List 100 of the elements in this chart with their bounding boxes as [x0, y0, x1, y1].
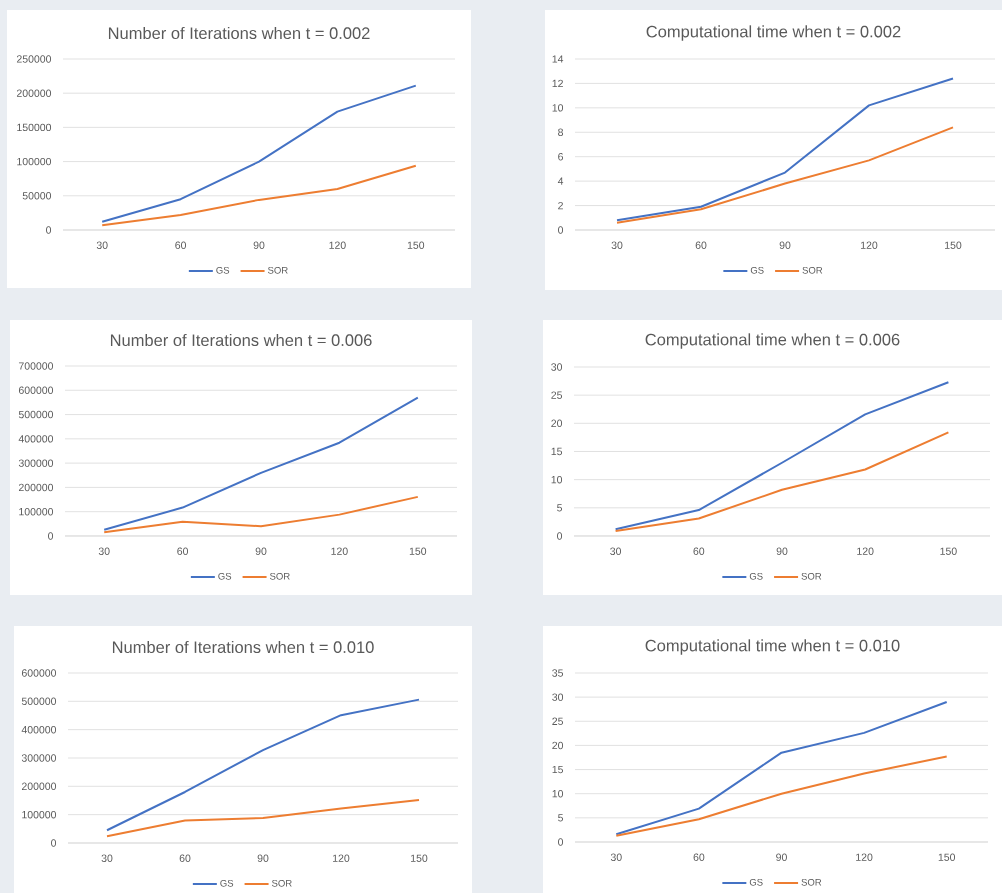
legend-label: GS	[749, 878, 763, 886]
y-tick-label: 5	[558, 814, 564, 822]
y-tick-label: 20	[552, 741, 564, 750]
legend-label: SOR	[801, 572, 822, 580]
y-tick-label: 100000	[22, 810, 57, 819]
y-tick-label: 400000	[21, 725, 57, 734]
legend-label: SOR	[272, 879, 292, 887]
x-tick-label: 90	[255, 547, 267, 555]
y-tick-label: 0	[51, 839, 57, 847]
line-series	[106, 698, 420, 832]
y-tick-label: 0	[557, 532, 563, 540]
x-tick-label: 120	[333, 854, 350, 862]
x-tick-label: 60	[177, 547, 189, 555]
legend-label: GS	[220, 879, 234, 887]
y-tick-label: 35	[552, 669, 564, 677]
chart-title: Number of Iterations when t = 0.006	[110, 333, 372, 347]
chart-title: Computational time when t = 0.006	[645, 333, 900, 349]
legend-label: SOR	[268, 266, 288, 274]
y-tick-label: 700000	[18, 362, 54, 370]
legend-label: SOR	[801, 878, 822, 886]
y-tick-label: 150000	[17, 123, 52, 132]
x-tick-label: 150	[945, 241, 962, 249]
y-tick-label: 600000	[18, 386, 54, 394]
chart-title: Computational time when t = 0.002	[646, 25, 901, 41]
x-tick-label: 90	[257, 854, 269, 862]
x-tick-label: 60	[179, 854, 191, 862]
x-tick-label: 90	[253, 241, 265, 249]
y-tick-label: 15	[551, 447, 563, 456]
x-tick-label: 120	[861, 241, 878, 249]
x-tick-label: 30	[611, 241, 623, 249]
y-tick-label: 30	[551, 363, 563, 371]
x-tick-label: 60	[175, 241, 187, 249]
line-series	[616, 126, 954, 224]
line-series	[101, 164, 417, 227]
y-tick-label: 50000	[22, 192, 52, 200]
y-tick-label: 400000	[18, 435, 54, 443]
chart-title: Number of Iterations when t = 0.010	[112, 640, 374, 654]
legend-label: GS	[750, 266, 764, 274]
line-series	[103, 495, 419, 534]
x-tick-label: 150	[940, 547, 957, 555]
y-tick-label: 600000	[21, 669, 57, 677]
x-tick-label: 30	[610, 853, 622, 861]
x-tick-label: 120	[329, 241, 346, 249]
x-tick-label: 90	[776, 853, 787, 861]
y-tick-label: 300000	[21, 754, 57, 762]
y-tick-label: 25	[551, 391, 563, 399]
x-tick-label: 150	[409, 547, 427, 555]
y-tick-label: 300000	[18, 459, 54, 467]
line-series	[103, 396, 419, 531]
y-tick-label: 0	[558, 838, 564, 846]
x-tick-label: 90	[779, 241, 791, 249]
y-tick-label: 6	[558, 152, 564, 161]
y-tick-label: 5	[557, 504, 563, 512]
y-tick-label: 25	[552, 717, 564, 725]
y-tick-label: 10	[552, 104, 564, 112]
line-series	[615, 700, 948, 836]
x-tick-label: 60	[693, 853, 705, 861]
y-tick-label: 8	[558, 128, 564, 136]
y-tick-label: 200000	[16, 89, 52, 97]
y-tick-label: 200000	[21, 782, 57, 791]
line-series	[106, 798, 420, 838]
x-tick-label: 30	[96, 241, 108, 249]
x-tick-label: 30	[610, 547, 622, 555]
x-tick-label: 150	[407, 241, 425, 249]
y-tick-label: 2	[558, 201, 563, 210]
legend-label: GS	[218, 572, 232, 580]
x-tick-label: 60	[695, 241, 707, 249]
y-tick-label: 500000	[21, 697, 57, 706]
y-tick-label: 100000	[19, 507, 54, 516]
y-tick-label: 10	[551, 475, 563, 484]
x-tick-label: 90	[776, 547, 788, 555]
line-series	[614, 431, 950, 532]
line-series	[616, 77, 954, 222]
y-tick-label: 30	[552, 693, 564, 701]
legend-label: GS	[216, 266, 230, 274]
legend-label: SOR	[270, 572, 290, 580]
x-tick-label: 120	[857, 547, 874, 555]
y-tick-label: 4	[557, 177, 564, 185]
chart-title: Number of Iterations when t = 0.002	[108, 26, 370, 40]
y-tick-label: 0	[46, 226, 52, 234]
x-tick-label: 120	[856, 853, 873, 861]
y-tick-label: 12	[552, 79, 563, 88]
line-series	[614, 381, 950, 531]
chart-title: Computational time when t = 0.010	[645, 639, 900, 655]
y-tick-label: 0	[558, 226, 564, 234]
y-tick-label: 100000	[17, 157, 52, 166]
y-tick-label: 250000	[16, 55, 52, 63]
y-tick-label: 14	[552, 55, 564, 63]
legend-label: SOR	[802, 266, 823, 274]
y-tick-label: 0	[48, 532, 54, 540]
y-tick-label: 200000	[18, 483, 54, 492]
x-tick-label: 120	[331, 547, 348, 555]
line-series	[101, 84, 417, 223]
x-tick-label: 150	[411, 854, 428, 862]
line-series	[615, 755, 948, 837]
y-tick-label: 10	[552, 789, 564, 798]
x-tick-label: 150	[938, 853, 956, 861]
y-tick-label: 15	[552, 765, 564, 774]
x-tick-label: 30	[101, 854, 113, 862]
legend-label: GS	[749, 572, 763, 580]
